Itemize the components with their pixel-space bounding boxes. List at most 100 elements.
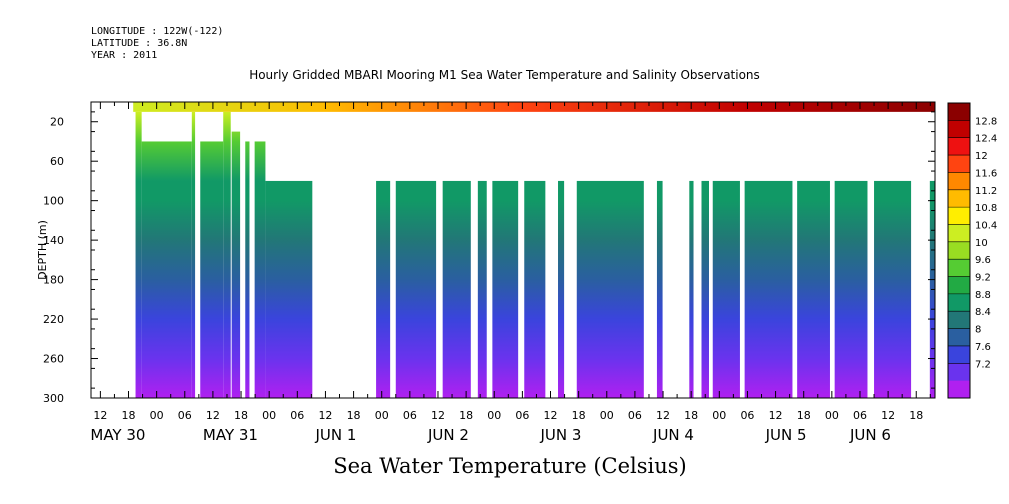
y-tick-label: 220 bbox=[43, 313, 64, 326]
data-segment bbox=[395, 180, 437, 398]
x-tick-label: 06 bbox=[515, 409, 529, 422]
x-tick-label: 18 bbox=[234, 409, 248, 422]
colorbar-label: 8.8 bbox=[975, 290, 991, 301]
colorbar-label: 8 bbox=[975, 325, 981, 336]
x-day-label: JUN 2 bbox=[427, 426, 469, 444]
latitude-label: LATITUDE : 36.8N bbox=[91, 38, 188, 49]
x-tick-label: 18 bbox=[797, 409, 811, 422]
x-day-label: JUN 3 bbox=[540, 426, 582, 444]
colorbar: 12.8 12.4 12 11.6 11.2 10.8 10.4 10 9.6 9.2 8.8 8.4… bbox=[947, 102, 997, 399]
y-tick-label: 60 bbox=[50, 155, 64, 168]
data-segment bbox=[492, 180, 519, 398]
data-segment bbox=[712, 180, 740, 398]
x-tick-label: 06 bbox=[628, 409, 642, 422]
data-segment bbox=[874, 180, 912, 398]
data-segment bbox=[254, 141, 266, 398]
colorbar-label: 9.6 bbox=[975, 255, 991, 266]
surface-temperature-band bbox=[133, 102, 935, 112]
plot-area bbox=[133, 102, 935, 398]
year-label: YEAR : 2011 bbox=[91, 50, 158, 61]
colorbar-swatch bbox=[948, 363, 970, 382]
x-tick-label: 06 bbox=[290, 409, 304, 422]
x-tick-label: 00 bbox=[262, 409, 276, 422]
x-tick-label: 06 bbox=[853, 409, 867, 422]
x-tick-label: 12 bbox=[206, 409, 220, 422]
colorbar-swatch bbox=[948, 293, 970, 312]
colorbar-label: 11.6 bbox=[975, 168, 997, 179]
x-tick-label: 12 bbox=[93, 409, 107, 422]
colorbar-swatch bbox=[948, 103, 970, 121]
data-segment bbox=[797, 180, 830, 398]
colorbar-swatch bbox=[948, 380, 970, 399]
x-tick-label: 12 bbox=[544, 409, 558, 422]
x-tick-label: 12 bbox=[656, 409, 670, 422]
data-segment bbox=[524, 180, 546, 398]
y-tick-label: 260 bbox=[43, 353, 64, 366]
colorbar-label: 12.4 bbox=[975, 134, 997, 145]
colorbar-frame bbox=[947, 102, 971, 399]
x-tick-label: 00 bbox=[712, 409, 726, 422]
x-tick-label: 18 bbox=[122, 409, 136, 422]
y-tick-label: 140 bbox=[43, 234, 64, 247]
x-day-label: JUN 4 bbox=[652, 426, 694, 444]
colorbar-swatch bbox=[948, 311, 970, 330]
data-segment bbox=[576, 180, 644, 398]
colorbar-swatch bbox=[948, 259, 970, 278]
data-segment bbox=[135, 111, 142, 398]
y-axis-label: DEPTH (m) bbox=[36, 220, 49, 280]
x-tick-label: 00 bbox=[825, 409, 839, 422]
chart-title: Hourly Gridded MBARI Mooring M1 Sea Wate… bbox=[249, 68, 760, 82]
colorbar-swatch bbox=[948, 155, 970, 173]
data-segment bbox=[265, 180, 313, 398]
data-segment bbox=[477, 180, 487, 398]
y-tick-label: 180 bbox=[43, 274, 64, 287]
x-tick-label: 18 bbox=[347, 409, 361, 422]
data-segment bbox=[223, 111, 231, 398]
x-tick-label: 00 bbox=[150, 409, 164, 422]
x-tick-label: 18 bbox=[459, 409, 473, 422]
y-tick-label: 300 bbox=[43, 392, 64, 405]
data-segment bbox=[191, 111, 196, 398]
colorbar-label: 7.6 bbox=[975, 342, 991, 353]
x-day-label: JUN 1 bbox=[314, 426, 356, 444]
colorbar-swatch bbox=[948, 241, 970, 260]
data-segment bbox=[245, 141, 250, 398]
colorbar-swatch bbox=[948, 189, 970, 208]
x-tick-label: 12 bbox=[881, 409, 895, 422]
x-tick-label: 00 bbox=[600, 409, 614, 422]
x-day-label: MAY 31 bbox=[203, 426, 258, 444]
x-tick-label: 18 bbox=[909, 409, 923, 422]
data-segment bbox=[200, 141, 224, 398]
x-tick-label: 18 bbox=[572, 409, 586, 422]
y-tick-label: 100 bbox=[43, 195, 64, 208]
x-day-label: JUN 6 bbox=[849, 426, 891, 444]
colorbar-label: 12.8 bbox=[975, 116, 997, 127]
colorbar-label: 12 bbox=[975, 151, 988, 162]
colorbar-swatch bbox=[948, 172, 970, 191]
data-segment bbox=[744, 180, 793, 398]
colorbar-label: 7.2 bbox=[975, 359, 991, 370]
x-tick-label: 00 bbox=[487, 409, 501, 422]
data-segment bbox=[141, 141, 192, 398]
x-tick-label: 12 bbox=[769, 409, 783, 422]
data-segment bbox=[656, 180, 663, 398]
colorbar-swatch bbox=[948, 276, 970, 295]
data-segment bbox=[689, 180, 694, 398]
x-day-label: JUN 5 bbox=[765, 426, 807, 444]
data-segment bbox=[442, 180, 471, 398]
colorbar-swatch bbox=[948, 345, 970, 364]
variable-label: Sea Water Temperature (Celsius) bbox=[333, 454, 687, 478]
colorbar-label: 9.2 bbox=[975, 273, 991, 284]
x-tick-label: 00 bbox=[375, 409, 389, 422]
colorbar-swatch bbox=[948, 328, 970, 347]
colorbar-swatch bbox=[948, 224, 970, 243]
colorbar-label: 11.2 bbox=[975, 186, 997, 197]
data-segment bbox=[558, 180, 565, 398]
axes: 20 60 100 140 180 220 260 300 DEPTH (m) 12 18 00 06 1… bbox=[36, 101, 936, 444]
x-tick-label: 06 bbox=[740, 409, 754, 422]
x-tick-label: 12 bbox=[431, 409, 445, 422]
x-day-label: MAY 30 bbox=[90, 426, 145, 444]
x-tick-label: 06 bbox=[403, 409, 417, 422]
longitude-label: LONGITUDE : 122W(-122) bbox=[91, 26, 224, 37]
